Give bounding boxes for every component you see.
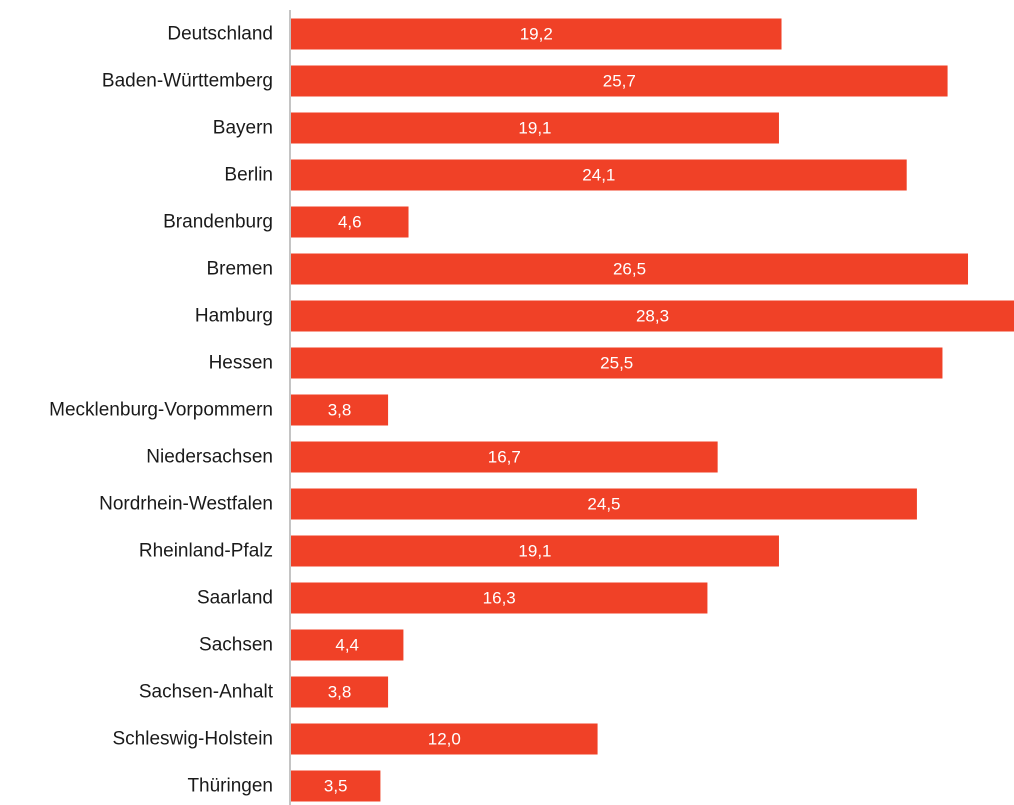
category-label: Rheinland-Pfalz [139,541,273,562]
category-label: Sachsen-Anhalt [139,682,274,703]
bar-2 [291,112,779,144]
bar-15 [291,723,598,755]
category-label: Brandenburg [163,212,273,233]
bar-1 [291,65,948,97]
bar-4 [291,206,409,238]
bar-8 [291,394,389,426]
value-label: 3,8 [328,401,352,420]
bar-9 [291,441,718,473]
value-label: 25,7 [603,72,636,91]
value-label: 26,5 [613,260,646,279]
bar-13 [291,629,404,661]
category-label: Nordrhein-Westfalen [99,494,273,515]
value-label: 3,8 [328,683,352,702]
category-label: Bayern [213,118,273,139]
bars-group [291,18,1014,802]
category-label: Baden-Württemberg [102,71,273,92]
category-label: Bremen [206,259,273,280]
value-labels-group: 19,2 25,7 19,1 24,1 4,6 26,5 28,3 25,5 3,8 16,7 24… [324,25,669,796]
bar-12 [291,582,708,614]
category-label: Mecklenburg-Vorpommern [49,400,273,421]
category-label: Hamburg [195,306,273,327]
category-label: Thüringen [187,776,273,797]
value-label: 28,3 [636,307,669,326]
bar-16 [291,770,381,802]
value-label: 12,0 [428,730,461,749]
category-label: Saarland [197,588,273,609]
value-label: 25,5 [600,354,633,373]
value-label: 16,3 [483,589,516,608]
bar-11 [291,535,779,567]
bar-3 [291,159,907,191]
value-label: 24,1 [582,166,615,185]
bar-0 [291,18,782,50]
category-label: Deutschland [167,24,273,45]
value-label: 3,5 [324,777,348,796]
value-label: 19,1 [518,542,551,561]
bar-6 [291,300,1014,332]
category-label: Schleswig-Holstein [112,729,273,750]
value-label: 4,6 [338,213,362,232]
category-label: Niedersachsen [146,447,273,468]
value-label: 16,7 [488,448,521,467]
category-labels-group: Deutschland Baden-Württemberg Bayern Berlin… [49,24,274,797]
value-label: 4,4 [335,636,359,655]
category-label: Berlin [224,165,273,186]
bar-10 [291,488,917,520]
value-label: 19,1 [518,119,551,138]
category-label: Sachsen [199,635,273,656]
value-label: 24,5 [587,495,620,514]
category-label: Hessen [209,353,273,374]
bar-7 [291,347,943,379]
bar-14 [291,676,389,708]
bar-5 [291,253,969,285]
value-label: 19,2 [520,25,553,44]
